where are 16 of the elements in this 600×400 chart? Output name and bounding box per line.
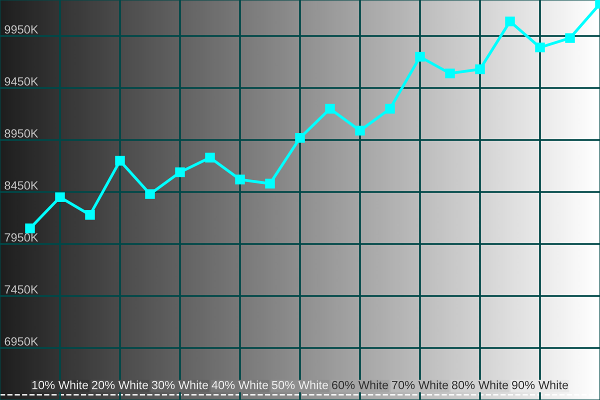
y-tick-label: 7450K (4, 285, 38, 294)
y-tick-label: 8950K (4, 129, 38, 138)
y-tick-label: 7950K (4, 233, 38, 242)
x-tick-label: 90% White (512, 380, 568, 390)
x-tick-label: 70% White (392, 380, 448, 390)
y-tick-label: 8450K (4, 181, 38, 190)
x-tick-label: 20% White (92, 380, 148, 390)
x-tick-label: 40% White (212, 380, 268, 390)
x-tick-label: 10% White (32, 380, 88, 390)
x-tick-label: 50% White (272, 380, 328, 390)
y-tick-label: 9450K (4, 77, 38, 86)
x-tick-label: 60% White (332, 380, 388, 390)
x-tick-label: 80% White (452, 380, 508, 390)
x-tick-label: 30% White (152, 380, 208, 390)
y-tick-label: 9950K (4, 25, 38, 34)
y-tick-label: 6950K (4, 337, 38, 346)
